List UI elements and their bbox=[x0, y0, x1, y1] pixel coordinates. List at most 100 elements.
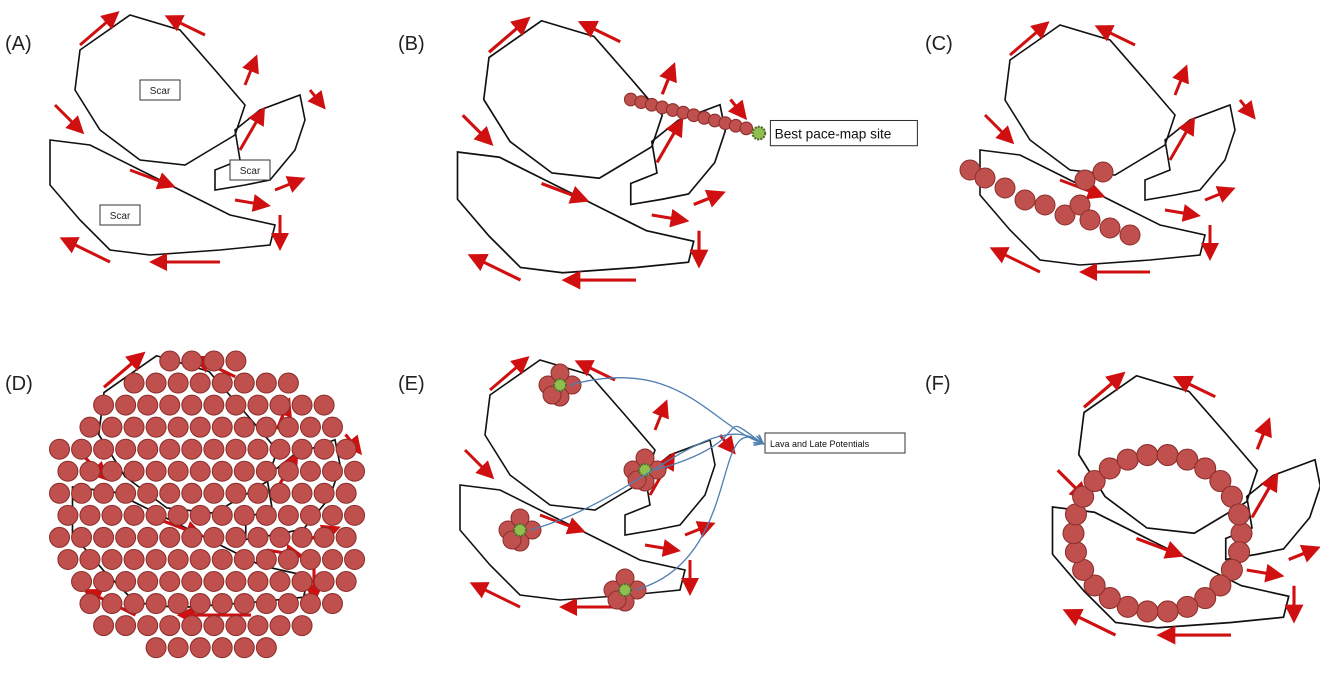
scar-circle bbox=[278, 461, 298, 481]
scar-circle bbox=[124, 417, 144, 437]
scar-circle bbox=[300, 594, 320, 614]
scar-circle bbox=[1065, 542, 1086, 563]
scar-circle bbox=[160, 439, 180, 459]
scar-circle bbox=[256, 505, 276, 525]
arrow bbox=[985, 115, 1010, 140]
panel bbox=[960, 25, 1252, 272]
arrow bbox=[1179, 379, 1216, 397]
outline bbox=[458, 152, 694, 273]
scar-circle bbox=[80, 461, 100, 481]
scar-circle bbox=[204, 616, 224, 636]
scar-circle bbox=[336, 483, 356, 503]
scar-circle bbox=[226, 351, 246, 371]
scar-circle bbox=[116, 439, 136, 459]
outline bbox=[1005, 25, 1175, 175]
scar-circle bbox=[300, 461, 320, 481]
scar-circle bbox=[300, 505, 320, 525]
arrow bbox=[170, 18, 205, 35]
scar-circle bbox=[168, 549, 188, 569]
scar-circle bbox=[94, 527, 114, 547]
scar-circle bbox=[234, 594, 254, 614]
arrow bbox=[662, 68, 673, 94]
scar-circle bbox=[94, 483, 114, 503]
scar-circle bbox=[138, 572, 158, 592]
arrow bbox=[542, 183, 584, 199]
scar-circle bbox=[1100, 218, 1120, 238]
arrow bbox=[540, 515, 580, 530]
scar-circle bbox=[278, 505, 298, 525]
scar-circle bbox=[58, 461, 78, 481]
scar-circle bbox=[80, 594, 100, 614]
scar-circle bbox=[190, 373, 210, 393]
scar-circle bbox=[323, 461, 343, 481]
arrow bbox=[655, 405, 665, 430]
arrow bbox=[1240, 100, 1252, 115]
scar-circle bbox=[146, 461, 166, 481]
scar-circle bbox=[124, 373, 144, 393]
scar-circle bbox=[256, 461, 276, 481]
scar-circle bbox=[160, 483, 180, 503]
scar-circle bbox=[94, 395, 114, 415]
scar-circle bbox=[1080, 210, 1100, 230]
scar-circle bbox=[116, 395, 136, 415]
panel-label: (E) bbox=[398, 373, 425, 395]
scar-circle bbox=[292, 616, 312, 636]
scar-circle bbox=[72, 439, 92, 459]
scar-label: Scar bbox=[110, 211, 131, 222]
scar-circle bbox=[138, 483, 158, 503]
scar-circle bbox=[168, 461, 188, 481]
scar-circle bbox=[292, 439, 312, 459]
scar-circle bbox=[168, 638, 188, 658]
scar-circle bbox=[300, 417, 320, 437]
panel-label: (D) bbox=[5, 373, 33, 395]
scar-circle bbox=[190, 638, 210, 658]
scar-circle bbox=[182, 616, 202, 636]
scar-circle bbox=[160, 572, 180, 592]
scar-circle bbox=[234, 373, 254, 393]
panel: Best pace-map site bbox=[458, 21, 918, 280]
scar-circle bbox=[212, 461, 232, 481]
scar-circle bbox=[345, 505, 365, 525]
scar-circle bbox=[182, 395, 202, 415]
arrow bbox=[694, 194, 720, 205]
scar-circle bbox=[740, 122, 753, 135]
scar-circle bbox=[182, 439, 202, 459]
scar-circle bbox=[204, 439, 224, 459]
scar-circle bbox=[146, 638, 166, 658]
arrow bbox=[245, 60, 255, 85]
scar-circle bbox=[323, 417, 343, 437]
arrow bbox=[1165, 210, 1195, 215]
scar-circle bbox=[1229, 504, 1250, 525]
site-marker bbox=[753, 127, 766, 140]
scar-circle bbox=[226, 483, 246, 503]
scar-circle bbox=[116, 616, 136, 636]
outline bbox=[50, 140, 275, 255]
scar-circle bbox=[278, 594, 298, 614]
scar-circle bbox=[336, 572, 356, 592]
scar-circle bbox=[314, 572, 334, 592]
scar-circle bbox=[204, 483, 224, 503]
scar-circle bbox=[168, 594, 188, 614]
arrow bbox=[465, 450, 490, 475]
scar-circle bbox=[270, 616, 290, 636]
scar-circle bbox=[1063, 523, 1084, 544]
scar-circle bbox=[248, 616, 268, 636]
scar-circle bbox=[80, 505, 100, 525]
scar-circle bbox=[116, 527, 136, 547]
site-marker bbox=[514, 524, 526, 536]
scar-circle bbox=[248, 439, 268, 459]
scar-circle bbox=[146, 594, 166, 614]
arrow bbox=[275, 180, 300, 190]
panel bbox=[50, 351, 365, 658]
scar-circle bbox=[58, 549, 78, 569]
scar-circle bbox=[160, 616, 180, 636]
arrow bbox=[645, 545, 675, 550]
scar-circle bbox=[190, 505, 210, 525]
scar-circle bbox=[1231, 523, 1252, 544]
scar-circle bbox=[270, 395, 290, 415]
scar-circle bbox=[212, 373, 232, 393]
scar-circle bbox=[314, 395, 334, 415]
scar-label: Scar bbox=[240, 166, 261, 177]
scar-circle bbox=[182, 483, 202, 503]
scar-circle bbox=[292, 395, 312, 415]
